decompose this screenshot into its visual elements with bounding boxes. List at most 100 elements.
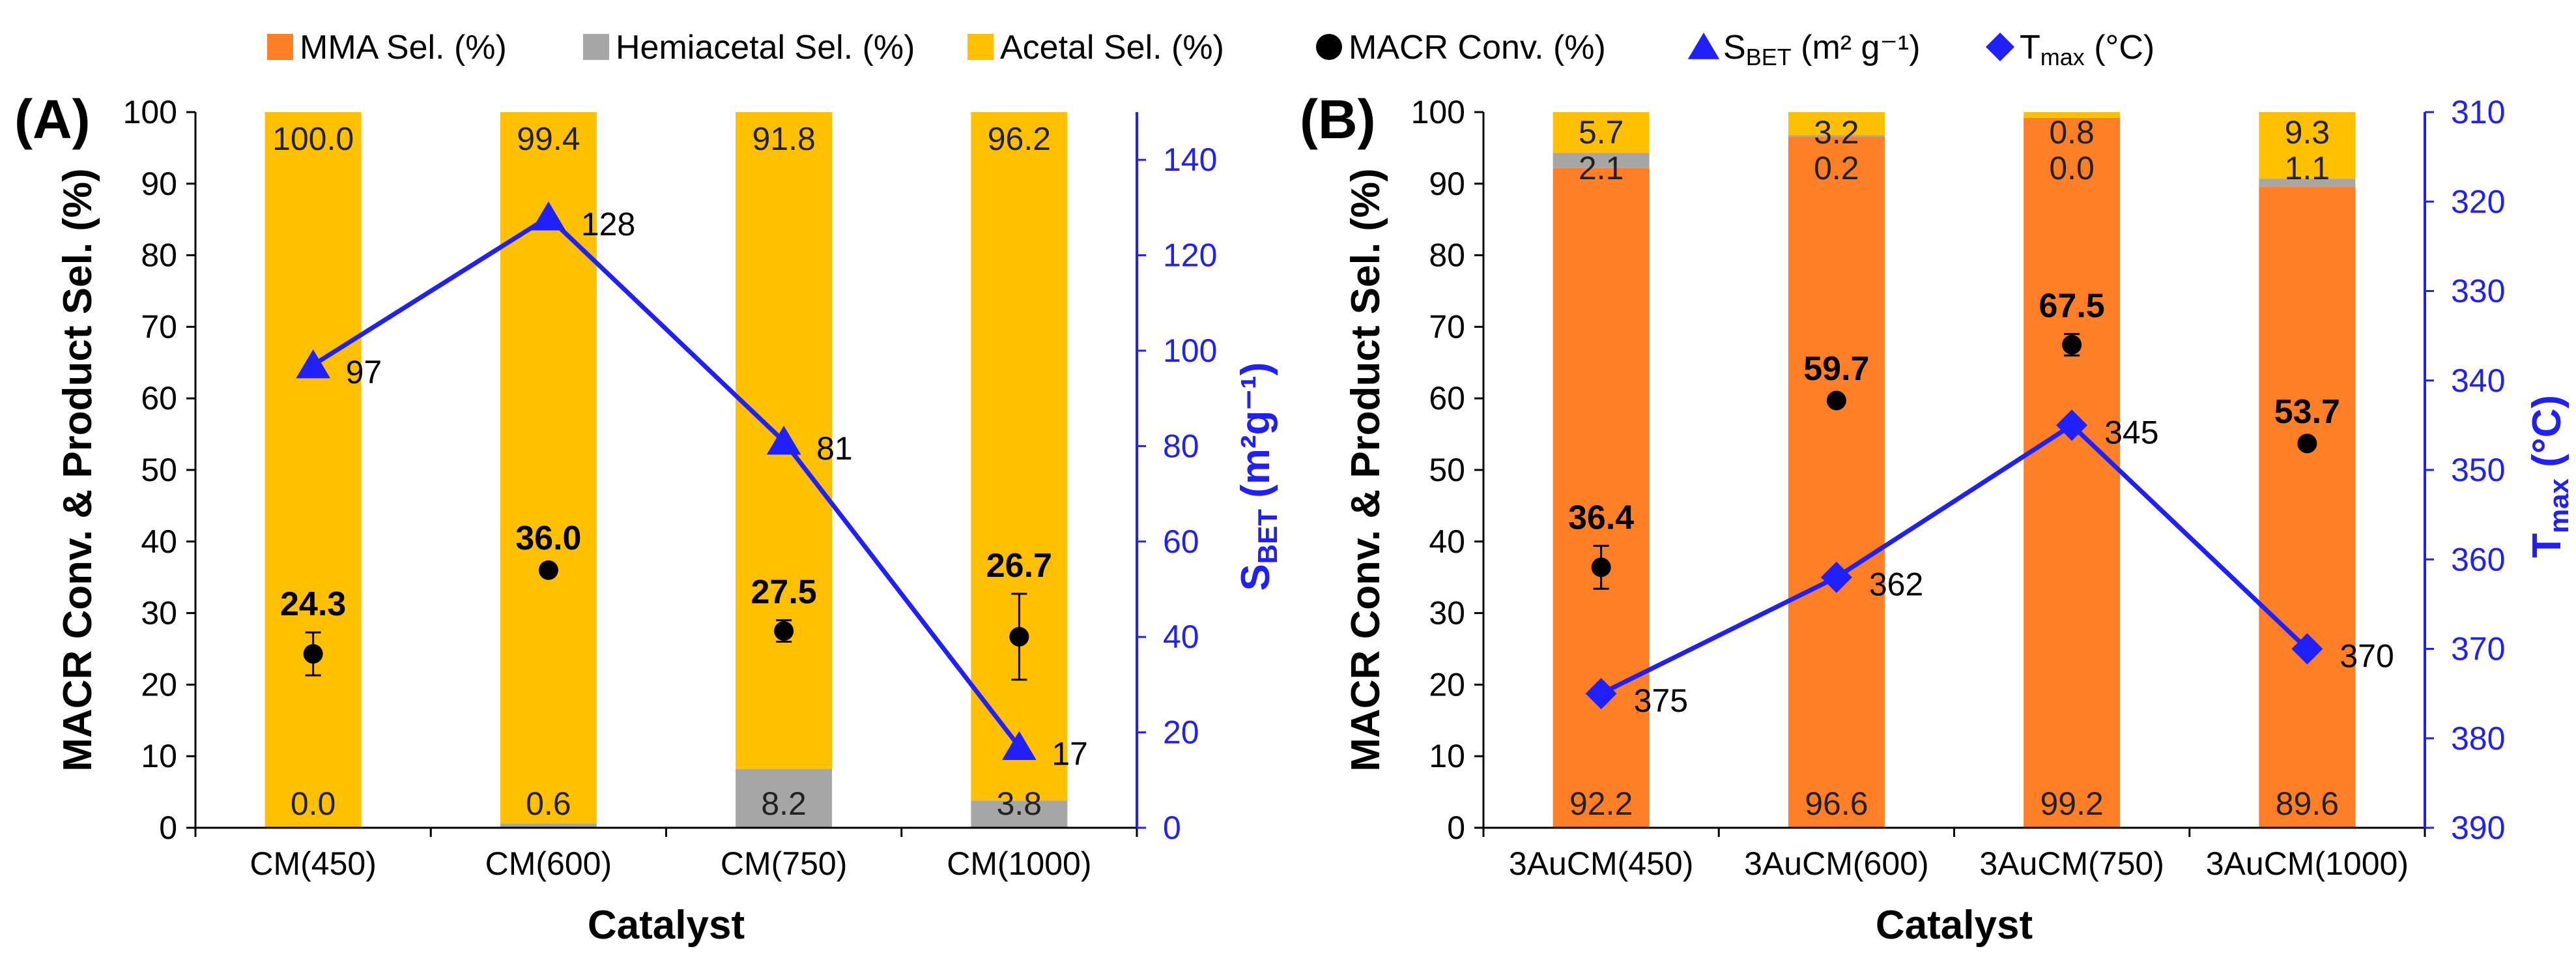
bar-label-top: 0.8 (2049, 114, 2095, 151)
line-series-marker (1001, 731, 1037, 760)
right-axis-tick-label: 60 (1163, 523, 1199, 560)
bar-segment-hemiacetal (736, 768, 833, 828)
bar-segment-mma (2259, 186, 2356, 828)
left-axis-title: MACR Conv. & Product Sel. (%) (55, 168, 100, 771)
bar-label-middle: 0.0 (2049, 150, 2095, 186)
bar-label-bottom: 0.0 (291, 785, 336, 822)
line-series-label: 81 (816, 430, 853, 467)
line-series-marker (2056, 409, 2088, 441)
legend-item-hemiacetal: Hemiacetal Sel. (%) (583, 29, 915, 66)
bar-segment-hemiacetal (2259, 179, 2356, 187)
line-series-path (311, 214, 1022, 748)
legend-marker-tmax (1986, 33, 2014, 61)
line-series-marker (531, 201, 566, 231)
right-axis-tick-label: 80 (1163, 428, 1199, 464)
legend-marker-sbet (1687, 33, 1720, 59)
left-axis-tick-label: 10 (141, 738, 177, 774)
bar-segment-acetal (971, 112, 1068, 801)
x-axis-tick-label: 3AuCM(600) (1744, 845, 1928, 882)
legend-marker-conversion (1316, 34, 1342, 60)
x-axis-tick-label: CM(600) (485, 845, 612, 882)
legend-item-mma: MMA Sel. (%) (267, 29, 507, 66)
right-axis-tick-label: 310 (2451, 94, 2505, 130)
line-series-marker (2291, 633, 2323, 665)
conversion-point (1009, 626, 1029, 647)
line-series-marker (1820, 561, 1852, 593)
bar-label-top: 3.2 (1814, 114, 1859, 151)
line-series-path (1600, 422, 2309, 696)
conversion-label: 36.0 (515, 519, 581, 557)
x-axis-tick-label: CM(750) (721, 845, 847, 882)
left-axis-tick-label: 20 (141, 666, 177, 703)
left-axis-tick-label: 60 (1429, 380, 1465, 416)
x-axis-title: Catalyst (588, 903, 745, 948)
bar-segment-mma (1788, 136, 1885, 828)
conversion-label: 27.5 (751, 574, 817, 611)
line-series-label: 370 (2340, 638, 2394, 675)
bar-segment-acetal (2259, 112, 2356, 179)
line-series-label: 375 (1634, 682, 1688, 719)
bar-segment-hemiacetal (1788, 135, 1885, 137)
bar-label-top: 96.2 (988, 121, 1051, 157)
legend-swatch-hemiacetal (583, 34, 609, 60)
chart-panel-b: (B) 0 10 20 30 40 50 60 70 80 90 100 92.2 2.15.7 96.6 0… (1300, 89, 2574, 948)
bar-segment-mma (2024, 117, 2121, 828)
bar-label-bottom: 92.2 (1569, 785, 1633, 822)
left-axis-tick-label: 80 (141, 237, 177, 274)
legend-swatch-acetal (967, 34, 994, 60)
panel-label: (A) (14, 89, 91, 150)
line-series-marker (766, 426, 801, 455)
conversion-point (1591, 557, 1611, 577)
bar-segment-hemiacetal (1553, 153, 1650, 168)
conversion-point (303, 644, 323, 664)
right-axis-tick-label: 20 (1163, 714, 1199, 751)
bar-label-bottom: 0.6 (526, 785, 571, 822)
right-axis-tick-label: 340 (2451, 362, 2505, 399)
conversion-point (538, 560, 558, 580)
legend-item-conversion: MACR Conv. (%) (1316, 29, 1606, 66)
bar-label-bottom: 99.2 (2040, 785, 2103, 822)
legend-label-tmax: Tmax (°C) (2020, 29, 2154, 70)
left-axis-tick-label: 30 (141, 595, 177, 632)
line-series-marker (296, 349, 331, 379)
right-axis-tick-label: 100 (1163, 332, 1217, 369)
conversion-label: 67.5 (2039, 287, 2105, 325)
bar-label-top: 91.8 (752, 121, 815, 157)
legend-label-hemiacetal: Hemiacetal Sel. (%) (616, 29, 915, 66)
left-axis-tick-label: 30 (1429, 595, 1465, 632)
conversion-label: 24.3 (280, 585, 346, 623)
legend-swatch-mma (267, 34, 293, 60)
legend-label-conversion: MACR Conv. (%) (1349, 29, 1606, 66)
line-series-label: 97 (346, 354, 382, 390)
bar-label-top: 5.7 (1579, 114, 1624, 151)
conversion-label: 59.7 (1803, 350, 1869, 388)
right-axis-title: Tmax (°C) (2525, 395, 2574, 558)
bar-segment-acetal (1788, 112, 1885, 136)
left-axis-tick-label: 40 (141, 523, 177, 560)
x-axis-tick-label: 3AuCM(750) (1979, 845, 2164, 882)
left-axis-tick-label: 90 (141, 166, 177, 202)
x-axis-title: Catalyst (1876, 903, 2033, 948)
left-axis-tick-label: 0 (159, 810, 177, 846)
right-axis-tick-label: 40 (1163, 619, 1199, 655)
legend-item-acetal: Acetal Sel. (%) (967, 29, 1224, 66)
right-axis-tick-label: 330 (2451, 273, 2505, 310)
right-axis-tick-label: 140 (1163, 141, 1217, 178)
left-axis-tick-label: 20 (1429, 666, 1465, 703)
legend-label-acetal: Acetal Sel. (%) (1000, 29, 1224, 66)
bar-label-bottom: 89.6 (2276, 785, 2339, 822)
left-axis-tick-label: 0 (1447, 810, 1465, 846)
chart-legend: MMA Sel. (%) Hemiacetal Sel. (%) Acetal Se… (267, 29, 2154, 70)
left-axis-tick-label: 100 (123, 94, 177, 130)
bar-label-middle: 1.1 (2285, 150, 2330, 186)
left-axis-tick-label: 70 (1429, 308, 1465, 345)
bar-label-top: 100.0 (272, 121, 354, 157)
x-axis-tick-label: CM(450) (250, 845, 376, 882)
right-axis-title: SBET (m²g⁻¹) (1233, 362, 1283, 591)
conversion-label: 26.7 (986, 547, 1052, 585)
right-axis-tick-label: 120 (1163, 237, 1217, 274)
bar-label-middle: 0.2 (1814, 150, 1859, 186)
line-series-label: 128 (581, 206, 635, 242)
right-axis-tick-label: 320 (2451, 183, 2505, 220)
x-axis-tick-label: 3AuCM(1000) (2206, 845, 2409, 882)
